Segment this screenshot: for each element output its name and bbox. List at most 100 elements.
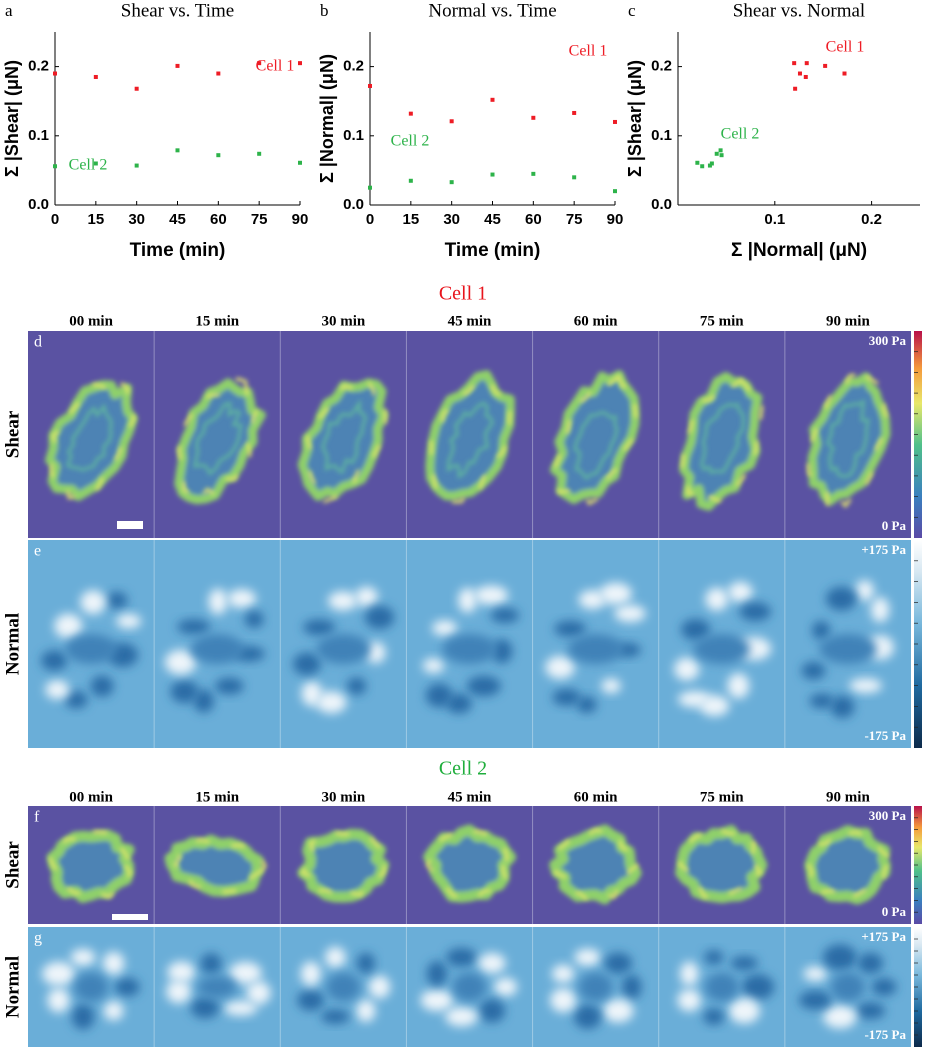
cell-stress (478, 998, 506, 1023)
cell-stress (551, 964, 575, 983)
cell-stress (45, 680, 70, 700)
heatmap-row (28, 806, 911, 924)
x-tick-label: 45 (169, 211, 186, 228)
time-label: 15 min (195, 789, 239, 805)
cell-stress (64, 691, 88, 709)
cell-core (693, 634, 751, 664)
cell-stress (426, 961, 448, 987)
point (134, 86, 139, 91)
cell-stress (871, 597, 890, 623)
y-tick-label: 0.2 (343, 58, 364, 75)
point (368, 185, 372, 190)
cell-stress (728, 581, 753, 603)
point (700, 164, 705, 169)
cell-stress (604, 952, 633, 974)
cell-stress (106, 591, 128, 609)
cell-stress (803, 966, 828, 982)
cell-stress (246, 981, 271, 1005)
time-label: 90 min (826, 789, 870, 805)
cell-stress (170, 680, 199, 704)
cell-stress (550, 988, 577, 1013)
time-label: 75 min (700, 313, 744, 329)
cell-stress (478, 953, 506, 974)
cell-stress (809, 693, 835, 709)
chart-title: Normal vs. Time (428, 0, 556, 21)
point (572, 175, 577, 180)
series-label: Cell 2 (391, 133, 430, 150)
x-tick-label: 60 (210, 211, 227, 228)
y-tick-label: 0.2 (28, 58, 49, 75)
cell-stress (80, 590, 106, 615)
cell-stress (602, 999, 634, 1023)
cell-stress (704, 950, 724, 965)
heatmap-row (28, 540, 911, 748)
cell-stress (674, 657, 700, 681)
cell-hotspot (306, 380, 387, 504)
y-tick-label: 0.0 (28, 196, 49, 213)
cell-stress (801, 661, 826, 680)
cell-stress (177, 619, 211, 635)
y-tick-label: 0.1 (343, 127, 364, 144)
x-tick-label: 90 (292, 211, 309, 228)
point (175, 63, 180, 68)
cell-stress (822, 944, 857, 971)
point (695, 160, 700, 165)
cell-stress (552, 688, 581, 706)
time-label: 30 min (321, 313, 365, 329)
point (298, 160, 302, 165)
point (449, 180, 454, 185)
scale-max: +175 Pa (861, 929, 906, 944)
cell-stress (227, 589, 256, 609)
cell-stress (849, 678, 882, 694)
cell-stress (355, 586, 378, 608)
cell-core (442, 634, 497, 664)
cell-traction (549, 824, 642, 905)
cell-stress (102, 951, 125, 975)
point (531, 171, 536, 176)
point (613, 189, 617, 194)
cell-traction (46, 829, 135, 903)
row-label: Normal (2, 613, 23, 675)
cell-stress (705, 587, 729, 611)
cell-core (73, 972, 109, 1002)
cell-stress (855, 580, 874, 601)
point (792, 61, 797, 66)
cell-stress (116, 613, 142, 629)
point (531, 115, 536, 120)
point (842, 71, 847, 76)
cell-stress (812, 620, 831, 640)
series-label: Cell 2 (721, 126, 760, 143)
cell-stress (190, 997, 220, 1019)
cell-stress (677, 989, 702, 1012)
x-tick-label: 45 (484, 211, 501, 228)
cell-core (326, 972, 361, 1002)
cell-stress (167, 961, 196, 983)
series-label: Cell 1 (826, 39, 865, 56)
cell-traction (164, 834, 264, 897)
chart-title: Shear vs. Time (121, 0, 235, 21)
scale-min: -175 Pa (864, 728, 906, 743)
point (804, 61, 809, 66)
section-title: Cell 1 (439, 283, 487, 305)
x-tick-label: 30 (128, 211, 145, 228)
cell-stress (855, 1002, 886, 1020)
point (707, 163, 712, 168)
cell-hotspot (173, 838, 268, 894)
cell-stress (680, 961, 699, 986)
point (449, 119, 454, 124)
point (718, 148, 723, 153)
point (175, 148, 180, 153)
time-label: 45 min (448, 789, 492, 805)
x-tick-label: 30 (443, 211, 460, 228)
cell-stress (90, 675, 114, 697)
panel-letter: f (34, 809, 40, 826)
cell-hotspot (300, 831, 387, 900)
cell-stress (425, 683, 453, 708)
point (719, 153, 724, 158)
cell-stress (614, 604, 646, 623)
cell-stress (244, 610, 264, 628)
cell-hotspot (47, 828, 132, 899)
point (257, 61, 262, 66)
series-label: Cell 1 (569, 43, 608, 60)
